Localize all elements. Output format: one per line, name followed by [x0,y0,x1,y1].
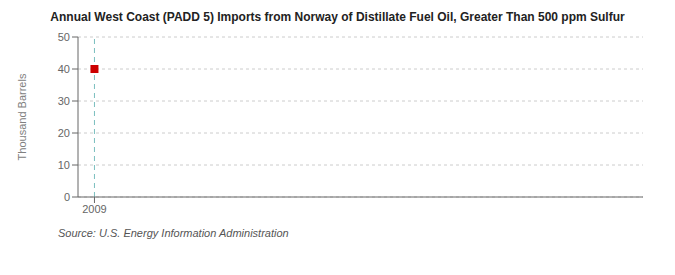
svg-text:0: 0 [64,191,70,203]
svg-text:40: 40 [58,63,70,75]
svg-text:30: 30 [58,95,70,107]
svg-text:2009: 2009 [82,203,106,215]
svg-text:Thousand Barrels: Thousand Barrels [16,73,28,160]
svg-text:10: 10 [58,159,70,171]
svg-text:20: 20 [58,127,70,139]
html-text:Source: U.S. Energy Informatio: Source: U.S. Energy Information Administ… [58,227,289,239]
svg-text:50: 50 [58,31,70,43]
html-text:Annual West Coast (PADD 5) Imp: Annual West Coast (PADD 5) Imports from … [50,10,625,24]
